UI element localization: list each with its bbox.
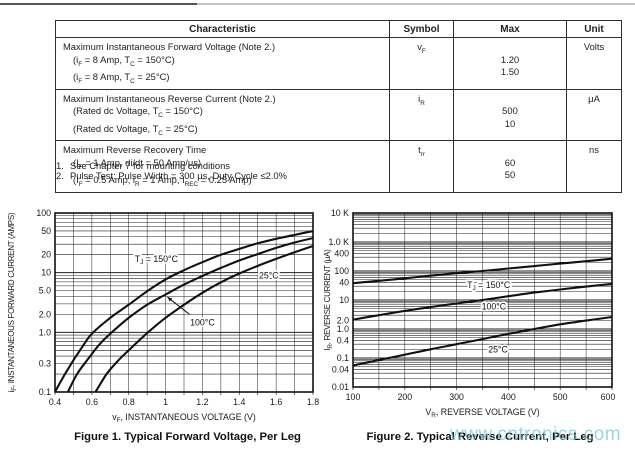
table-header-row: Characteristic Symbol Max Unit: [55, 20, 622, 38]
condition-line: (iF = 8 Amp, TC = 150°C): [73, 53, 175, 68]
y-tick-label: 40: [339, 278, 349, 288]
x-tick-label: 600: [601, 392, 616, 402]
y-tick-label: 1.0: [337, 324, 349, 334]
y-tick-label: 20: [41, 250, 51, 260]
curve-label: 100°C: [482, 301, 507, 311]
y-tick-label: 400: [334, 249, 349, 259]
x-tick-label: 1.4: [233, 397, 245, 407]
max-value: 500: [502, 105, 518, 117]
symbol-cell: vF: [389, 37, 454, 90]
max-value: 10: [504, 117, 516, 129]
characteristic-cell: Maximum Instantaneous Reverse Current (N…: [55, 88, 390, 142]
x-tick-label: 200: [397, 392, 412, 402]
characteristic-cell: Maximum Reverse Recovery Time (IF = 1 Am…: [55, 140, 390, 193]
max-cell: 1.20 1.50: [453, 37, 567, 90]
x-axis-title: vF, INSTANTANEOUS VOLTAGE (V): [112, 412, 256, 424]
col-header-characteristic: Characteristic: [55, 20, 390, 38]
max-cell: 60 50: [453, 140, 567, 193]
unit-cell: μA: [566, 88, 622, 142]
top-rule: [0, 3, 635, 5]
y-axis-title: IR, REVERSE CURRENT (μA): [323, 249, 334, 351]
condition-line: (Rated dc Voltage, TC = 25°C): [73, 122, 198, 137]
col-header-symbol: Symbol: [389, 20, 454, 38]
series-25-c: [94, 244, 313, 392]
x-tick-label: 300: [449, 392, 464, 402]
x-tick-label: 0.8: [123, 397, 135, 407]
x-tick-label: 1: [163, 397, 168, 407]
max-value: 1.20: [500, 53, 520, 65]
series-100-c: [353, 282, 612, 321]
x-tick-label: 0.6: [86, 397, 98, 407]
symbol-cell: iR: [389, 88, 454, 142]
curve-label: 25°C: [488, 344, 508, 354]
table-row: Maximum Instantaneous Forward Voltage (N…: [55, 37, 622, 90]
symbol-cell: trr: [389, 140, 454, 193]
unit-cell: Volts: [566, 37, 622, 90]
x-tick-label: 400: [501, 392, 516, 402]
figure2-caption: Figure 2. Typical Reverse Current, Per L…: [366, 431, 594, 443]
plot-frame: [54, 212, 314, 393]
y-tick-label: 0.01: [332, 382, 349, 392]
x-tick-label: 1.2: [196, 397, 208, 407]
x-tick-label: 100: [346, 392, 361, 402]
note-1: 1. See Chapter 7 for mounting conditions: [56, 160, 230, 171]
figure1-caption: Figure 1. Typical Forward Voltage, Per L…: [74, 431, 301, 443]
max-value: 1.50: [500, 66, 520, 78]
characteristic-line: Maximum Reverse Recovery Time: [63, 144, 207, 156]
y-tick-label: 0.1: [337, 353, 349, 363]
col-header-max: Max: [453, 20, 567, 38]
y-tick-label: 1.0 K: [328, 237, 349, 247]
curve-label: TJ = 150°C: [135, 254, 179, 266]
series-tj-150-c: [55, 229, 313, 392]
x-tick-label: 500: [553, 392, 568, 402]
y-tick-label: 10 K: [331, 208, 349, 218]
max-value: 50: [504, 169, 516, 181]
x-tick-label: 1.6: [270, 397, 282, 407]
y-tick-label: 100: [334, 266, 349, 276]
x-axis-title: VR, REVERSE VOLTAGE (V): [425, 407, 539, 419]
condition-line: (IF = 0.5 Amp, iR = 1 Amp, IREC = 0.25 A…: [73, 174, 252, 188]
col-header-unit: Unit: [566, 20, 622, 38]
y-tick-label: 1.0: [39, 327, 51, 337]
unit-cell: ns: [566, 140, 622, 193]
y-tick-label: 0.4: [337, 336, 349, 346]
x-tick-label: 0.4: [49, 397, 61, 407]
annotation-arrow: [167, 296, 190, 315]
y-tick-label: 50: [41, 226, 51, 236]
max-cell: 500 10: [453, 88, 567, 142]
table-row: Maximum Instantaneous Reverse Current (N…: [55, 88, 622, 142]
figure1-chart: TJ = 150°C 25°C 100°C 100 50 20 10 5.0 2.0 1.0 0.3…: [7, 208, 319, 424]
footnotes: 1. See Chapter 7 for mounting conditions …: [56, 161, 287, 181]
series-tj-150-c: [353, 257, 612, 285]
characteristic-line: Maximum Instantaneous Forward Voltage (N…: [63, 41, 276, 52]
curve-label: 25°C: [259, 270, 279, 280]
characteristic-cell: Maximum Instantaneous Forward Voltage (N…: [55, 37, 390, 90]
y-tick-label: 0.3: [39, 359, 51, 369]
y-axis-title: iF, INSTANTANEOUS FORWARD CURRENT (AMPS): [7, 212, 18, 392]
y-tick-label: 2.0: [337, 315, 349, 325]
series-100-c: [66, 237, 313, 392]
y-tick-label: 100: [36, 208, 51, 218]
series-25-c: [353, 315, 612, 367]
figure2-chart: TJ = 150°C 100°C 25°C 10 K 1.0 K 400 100 40 10 2.…: [323, 208, 616, 419]
max-value: 60: [504, 156, 516, 168]
y-tick-label: 10: [41, 268, 51, 278]
y-tick-label: 0.1: [39, 387, 51, 397]
x-tick-label: 1.8: [307, 397, 319, 407]
curve-label: TJ = 150°C: [467, 280, 511, 292]
y-tick-label: 10: [339, 295, 349, 305]
curve-label: 100°C: [190, 318, 215, 328]
y-tick-label: 5.0: [39, 286, 51, 296]
plot-frame: [352, 212, 613, 388]
condition-line: (Rated dc Voltage, TC = 150°C): [73, 105, 203, 119]
y-tick-label: 2.0: [39, 309, 51, 319]
characteristic-line: Maximum Instantaneous Reverse Current (N…: [63, 92, 276, 104]
characteristics-table: Characteristic Symbol Max Unit Maximum I…: [55, 20, 622, 193]
table-row: Maximum Reverse Recovery Time (IF = 1 Am…: [55, 140, 622, 193]
condition-line: (iF = 8 Amp, TC = 25°C): [73, 71, 170, 85]
y-tick-label: 0.04: [332, 365, 349, 375]
note-2: 2. Pulse Test: Pulse Width = 300 μs, Duty…: [56, 169, 287, 181]
condition-line: (IF = 1 Amp, di/dt = 50 Amp/μs): [73, 156, 202, 171]
